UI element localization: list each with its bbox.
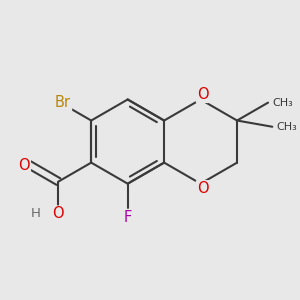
Text: Br: Br [55,95,71,110]
Text: H: H [30,208,40,220]
Text: CH₃: CH₃ [272,98,293,108]
Text: O: O [52,206,64,221]
Text: CH₃: CH₃ [277,122,297,132]
Text: O: O [197,181,208,196]
Text: O: O [18,158,30,173]
Text: F: F [124,210,132,225]
Text: O: O [197,87,208,102]
